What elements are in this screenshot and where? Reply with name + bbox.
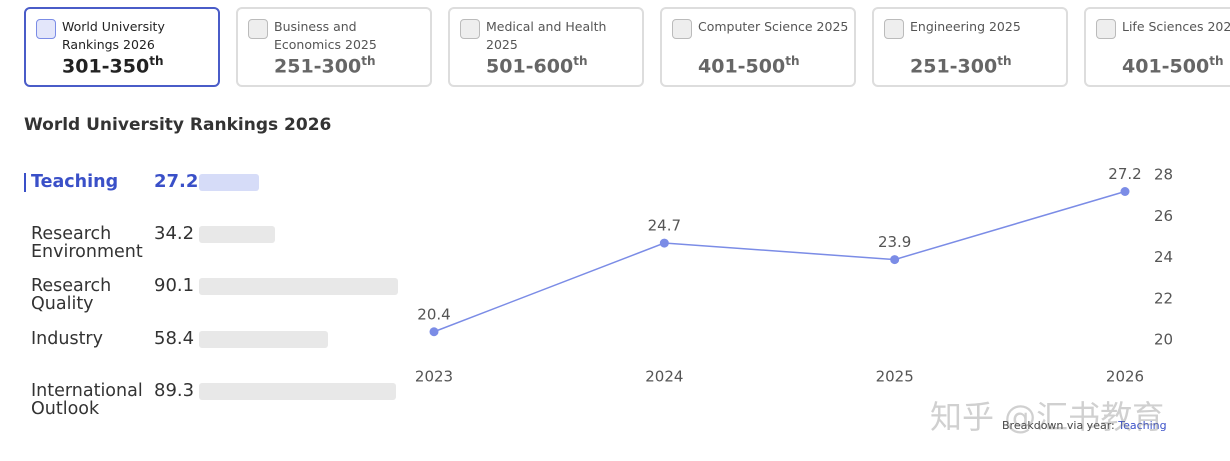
data-label: 24.7 bbox=[648, 217, 681, 235]
metric-bar bbox=[199, 330, 329, 348]
tab-label: Life Sciences 2025 bbox=[1122, 19, 1230, 34]
y-tick-label: 28 bbox=[1154, 166, 1173, 184]
rank-suffix: th bbox=[1209, 54, 1224, 68]
rank-text: 251-300 bbox=[910, 55, 998, 78]
tab-icon bbox=[1096, 19, 1116, 39]
point bbox=[659, 238, 669, 248]
ranking-tab[interactable]: World University Rankings 2026 301-350th bbox=[24, 7, 220, 87]
point bbox=[1120, 187, 1130, 196]
x-tick-label: 2025 bbox=[876, 368, 914, 386]
metric-name: Industry bbox=[31, 328, 103, 349]
ranking-tab[interactable]: Life Sciences 2025 401-500th bbox=[1084, 7, 1230, 87]
x-tick-label: 2024 bbox=[645, 368, 683, 386]
metric-name: Research Environment bbox=[31, 224, 143, 263]
y-tick-label: 24 bbox=[1154, 248, 1173, 266]
data-label: 20.4 bbox=[417, 305, 450, 323]
data-label: 27.2 bbox=[1108, 165, 1141, 183]
metric-row[interactable]: Teaching 27.2 bbox=[24, 173, 424, 213]
y-tick-label: 22 bbox=[1154, 289, 1173, 307]
rank-text: 301-350 bbox=[62, 55, 150, 78]
tab-icon bbox=[884, 19, 904, 39]
metric-value: 89.3 bbox=[154, 379, 195, 401]
metric-name: Research Quality bbox=[31, 276, 112, 315]
metric-value: 27.2 bbox=[154, 171, 199, 192]
footnote: Breakdown via year: Teaching bbox=[1002, 419, 1167, 432]
tab-icon bbox=[672, 19, 692, 39]
ranking-tab[interactable]: Engineering 2025 251-300th bbox=[872, 7, 1068, 87]
metric-bar bbox=[199, 278, 399, 296]
rank-text: 401-500 bbox=[698, 55, 786, 78]
point bbox=[890, 255, 900, 265]
tab-label: Computer Science 2025 bbox=[698, 19, 849, 34]
tab-rank: 251-300th bbox=[274, 54, 376, 77]
ranking-tab[interactable]: Medical and Health 2025 501-600th bbox=[448, 7, 644, 87]
rank-suffix: th bbox=[149, 54, 164, 68]
rank-text: 401-500 bbox=[1122, 55, 1210, 78]
watermark: 知乎 @汇书教育 bbox=[930, 398, 1165, 436]
metric-row[interactable]: International Outlook 89.3 bbox=[24, 379, 424, 422]
y-tick-label: 26 bbox=[1154, 207, 1173, 225]
x-tick-label: 2026 bbox=[1106, 368, 1144, 386]
metric-row[interactable]: Research Environment 34.2 bbox=[24, 225, 424, 265]
tab-icon bbox=[36, 19, 56, 39]
metric-bar bbox=[199, 174, 260, 191]
metric-value: 58.4 bbox=[154, 327, 195, 349]
tab-rank: 401-500th bbox=[1122, 54, 1224, 77]
rank-text: 501-600 bbox=[486, 55, 574, 78]
metric-row[interactable]: Industry 58.4 bbox=[24, 327, 424, 370]
metric-bar bbox=[199, 382, 397, 400]
rank-suffix: th bbox=[997, 54, 1012, 68]
rank-suffix: th bbox=[361, 54, 376, 68]
ranking-tab[interactable]: Computer Science 2025 401-500th bbox=[660, 7, 856, 87]
metric-bar bbox=[199, 226, 275, 244]
metric-name: International Outlook bbox=[31, 380, 143, 419]
metric-value: 34.2 bbox=[154, 223, 195, 245]
point bbox=[429, 327, 439, 337]
footnote-text: Breakdown via year: bbox=[1002, 419, 1115, 432]
rank-text: 251-300 bbox=[274, 55, 362, 78]
tab-label: World University Rankings 2026 bbox=[62, 19, 165, 52]
x-tick-label: 2023 bbox=[415, 368, 453, 386]
section-heading: World University Rankings 2026 bbox=[24, 115, 332, 135]
metric-value: 90.1 bbox=[154, 275, 195, 297]
tab-icon bbox=[248, 19, 268, 39]
metric-name: Teaching bbox=[31, 172, 119, 192]
footnote-link[interactable]: Teaching bbox=[1118, 419, 1167, 432]
tab-icon bbox=[460, 19, 480, 39]
data-label: 23.9 bbox=[878, 233, 911, 251]
tab-rank: 501-600th bbox=[486, 54, 588, 77]
tab-label: Engineering 2025 bbox=[910, 19, 1021, 34]
tab-rank: 301-350th bbox=[62, 54, 164, 77]
metric-row[interactable]: Research Quality 90.1 bbox=[24, 277, 424, 317]
rank-suffix: th bbox=[573, 54, 588, 68]
tab-rank: 251-300th bbox=[910, 54, 1012, 77]
rank-suffix: th bbox=[785, 54, 800, 68]
tab-rank: 401-500th bbox=[698, 54, 800, 77]
tab-label: Business and Economics 2025 bbox=[274, 19, 377, 52]
y-tick-label: 20 bbox=[1154, 331, 1173, 349]
line bbox=[433, 190, 1126, 333]
ranking-tab[interactable]: Business and Economics 2025 251-300th bbox=[236, 7, 432, 87]
tab-label: Medical and Health 2025 bbox=[486, 19, 607, 52]
